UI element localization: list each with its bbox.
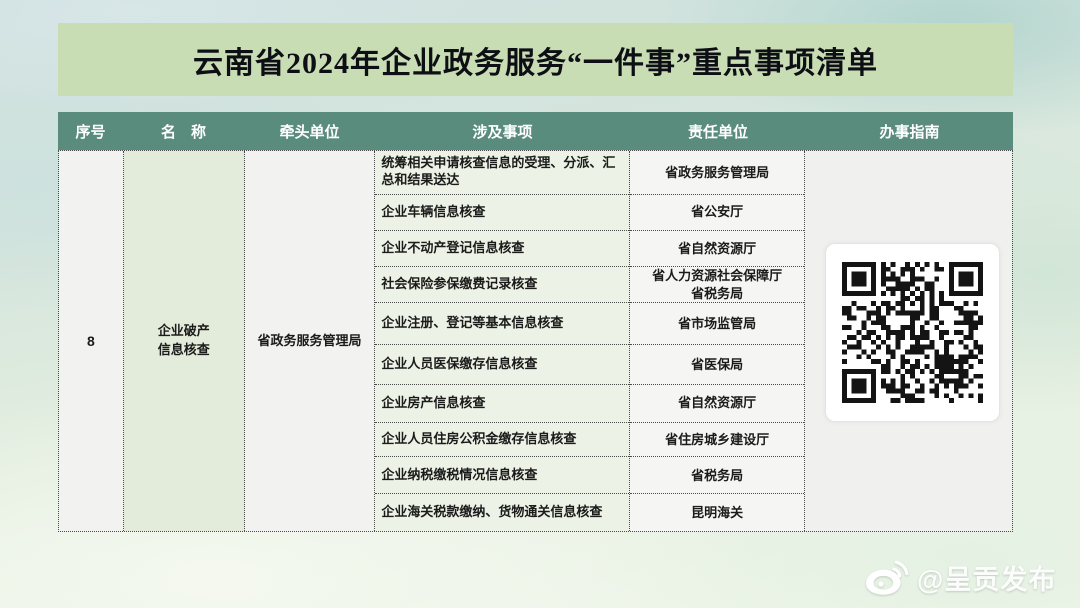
responsible-cell: 省自然资源厅: [629, 385, 805, 423]
responsible-column: 省政务服务管理局 省公安厅 省自然资源厅 省人力资源社会保障厅 省税务局 省市场…: [629, 151, 806, 531]
seq-cell: 8: [59, 151, 124, 531]
weibo-icon: [866, 560, 909, 595]
responsible-cell: 省市场监管局: [629, 303, 805, 346]
responsible-cell: 省自然资源厅: [629, 231, 805, 268]
header-guide: 办事指南: [879, 123, 940, 141]
responsible-cell: 省税务局: [629, 457, 805, 495]
matter-cell: 企业车辆信息核查: [375, 194, 629, 231]
header-responsible-unit: 责任单位: [687, 123, 748, 141]
responsible-cell: 省住房城乡建设厅: [629, 423, 805, 458]
watermark: @呈贡发布: [864, 558, 1056, 597]
matters-column: 统筹相关申请核查信息的受理、分派、汇总和结果送达 企业车辆信息核查 企业不动产登…: [375, 151, 630, 531]
table-body: 8 企业破产 信息核查 省政务服务管理局 统筹相关申请核查信息的受理、分派、汇总…: [58, 150, 1013, 532]
lead-unit-cell: 省政务服务管理局: [244, 151, 376, 531]
qr-card: [825, 243, 1001, 422]
matter-cell: 企业人员医保缴存信息核查: [375, 344, 629, 385]
table-header-row: 序号 名 称 牵头单位 涉及事项 责任单位 办事指南: [58, 112, 1013, 150]
matter-cell: 社会保险参保缴费记录核查: [375, 267, 629, 304]
matter-cell: 企业房产信息核查: [375, 384, 629, 423]
guide-column: [805, 151, 1012, 531]
title-banner: 云南省2024年企业政务服务“一件事”重点事项清单: [58, 23, 1013, 96]
matter-cell: 企业海关税款缴纳、货物通关信息核查: [375, 494, 629, 531]
header-lead-unit: 牵头单位: [279, 123, 340, 141]
matter-cell: 企业注册、登记等基本信息核查: [375, 303, 629, 345]
header-seq: 序号: [75, 123, 106, 141]
name-cell: 企业破产 信息核查: [123, 151, 245, 531]
matter-cell: 企业人员住房公积金缴存信息核查: [375, 422, 629, 458]
qr-code: [842, 262, 984, 403]
responsible-cell: 昆明海关: [691, 504, 744, 520]
matter-cell: 统筹相关申请核查信息的受理、分派、汇总和结果送达: [375, 151, 629, 195]
watermark-text: @呈贡发布: [917, 565, 1057, 595]
responsible-cell: 省医保局: [629, 345, 805, 385]
page-title: 云南省2024年企业政务服务“一件事”重点事项清单: [193, 46, 878, 80]
responsible-cell: 省人力资源社会保障厅 省税务局: [629, 267, 805, 304]
header-matters: 涉及事项: [472, 123, 533, 141]
matter-cell: 企业不动产登记信息核查: [375, 230, 629, 268]
matter-cell: 企业纳税缴税情况信息核查: [375, 457, 629, 495]
responsible-cell: 省政务服务管理局: [629, 151, 805, 195]
responsible-cell: 省公安厅: [629, 195, 805, 231]
header-name: 名 称: [160, 123, 206, 141]
